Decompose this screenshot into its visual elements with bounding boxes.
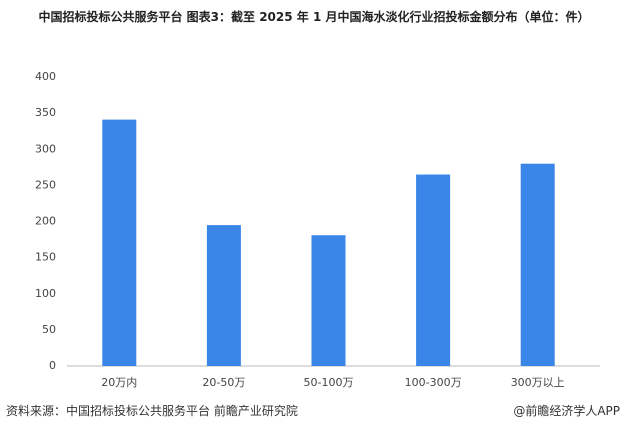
bar <box>311 235 346 366</box>
y-tick-label: 150 <box>35 251 56 264</box>
x-tick-label: 100-300万 <box>405 376 462 389</box>
bar <box>416 174 451 366</box>
y-tick-label: 400 <box>35 70 56 83</box>
y-tick-label: 50 <box>42 323 56 336</box>
x-tick-label: 300万以上 <box>511 376 565 389</box>
x-tick-label: 50-100万 <box>304 376 354 389</box>
y-tick-label: 100 <box>35 287 56 300</box>
bar <box>520 163 555 366</box>
y-tick-label: 350 <box>35 106 56 119</box>
y-tick-label: 250 <box>35 178 56 191</box>
x-tick-label: 20-50万 <box>202 376 245 389</box>
chart-title: 中国招标投标公共服务平台 图表3：截至 2025 年 1 月中国海水淡化行业招投… <box>38 10 590 24</box>
y-tick-label: 300 <box>35 142 56 155</box>
y-tick-label: 200 <box>35 215 56 228</box>
y-tick-label: 0 <box>49 359 56 372</box>
bar <box>206 225 241 366</box>
source-note: 资料来源：中国招标投标公共服务平台 前瞻产业研究院 <box>6 404 298 418</box>
x-tick-label: 20万内 <box>101 375 137 389</box>
bar <box>102 119 137 366</box>
credit: @前瞻经济学人APP <box>513 404 620 418</box>
